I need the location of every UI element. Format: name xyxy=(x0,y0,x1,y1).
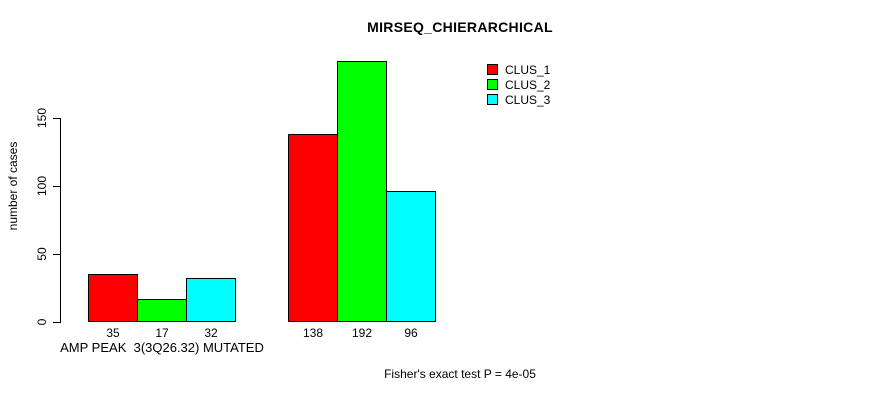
y-axis-tick-label: 50 xyxy=(35,247,49,261)
y-axis-tick-label: 100 xyxy=(35,175,49,197)
legend-swatch-clus_2 xyxy=(487,79,498,90)
y-axis-tick xyxy=(53,322,60,323)
bar-clus_1-group1 xyxy=(88,274,138,322)
bar-clus_2-group2 xyxy=(337,61,387,322)
legend-swatch-clus_3 xyxy=(487,94,498,105)
y-axis-tick xyxy=(53,186,60,187)
x-axis-group-label: AMP PEAK 3(3Q26.32) MUTATED xyxy=(60,340,264,355)
bar-value-label: 35 xyxy=(106,326,120,340)
legend-label: CLUS_3 xyxy=(505,92,551,107)
y-axis-tick xyxy=(53,254,60,255)
bar-value-label: 17 xyxy=(155,326,169,340)
bar-value-label: 138 xyxy=(302,326,324,340)
bar-value-label: 96 xyxy=(404,326,418,340)
legend-item-clus_1: CLUS_1 xyxy=(487,62,550,77)
y-axis-tick xyxy=(53,118,60,119)
legend: CLUS_1 CLUS_2 CLUS_3 xyxy=(487,62,550,107)
y-axis-label: number of cases xyxy=(6,141,20,231)
legend-item-clus_2: CLUS_2 xyxy=(487,77,550,92)
bar-clus_3-group1 xyxy=(186,278,236,322)
bar-clus_2-group1 xyxy=(137,299,187,322)
bar-value-label: 192 xyxy=(351,326,373,340)
y-axis-tick-label: 0 xyxy=(35,318,49,326)
y-axis-line xyxy=(60,118,61,323)
bar-value-label: 32 xyxy=(204,326,218,340)
y-axis-tick-label: 150 xyxy=(35,107,49,129)
legend-label: CLUS_1 xyxy=(505,62,551,77)
bar-clus_3-group2 xyxy=(386,191,436,322)
bar-clus_1-group2 xyxy=(288,134,338,322)
legend-label: CLUS_2 xyxy=(505,77,551,92)
legend-item-clus_3: CLUS_3 xyxy=(487,92,550,107)
legend-swatch-clus_1 xyxy=(487,64,498,75)
chart-title: MIRSEQ_CHIERARCHICAL xyxy=(367,19,553,35)
fisher-test-annotation: Fisher's exact test P = 4e-05 xyxy=(384,367,536,381)
